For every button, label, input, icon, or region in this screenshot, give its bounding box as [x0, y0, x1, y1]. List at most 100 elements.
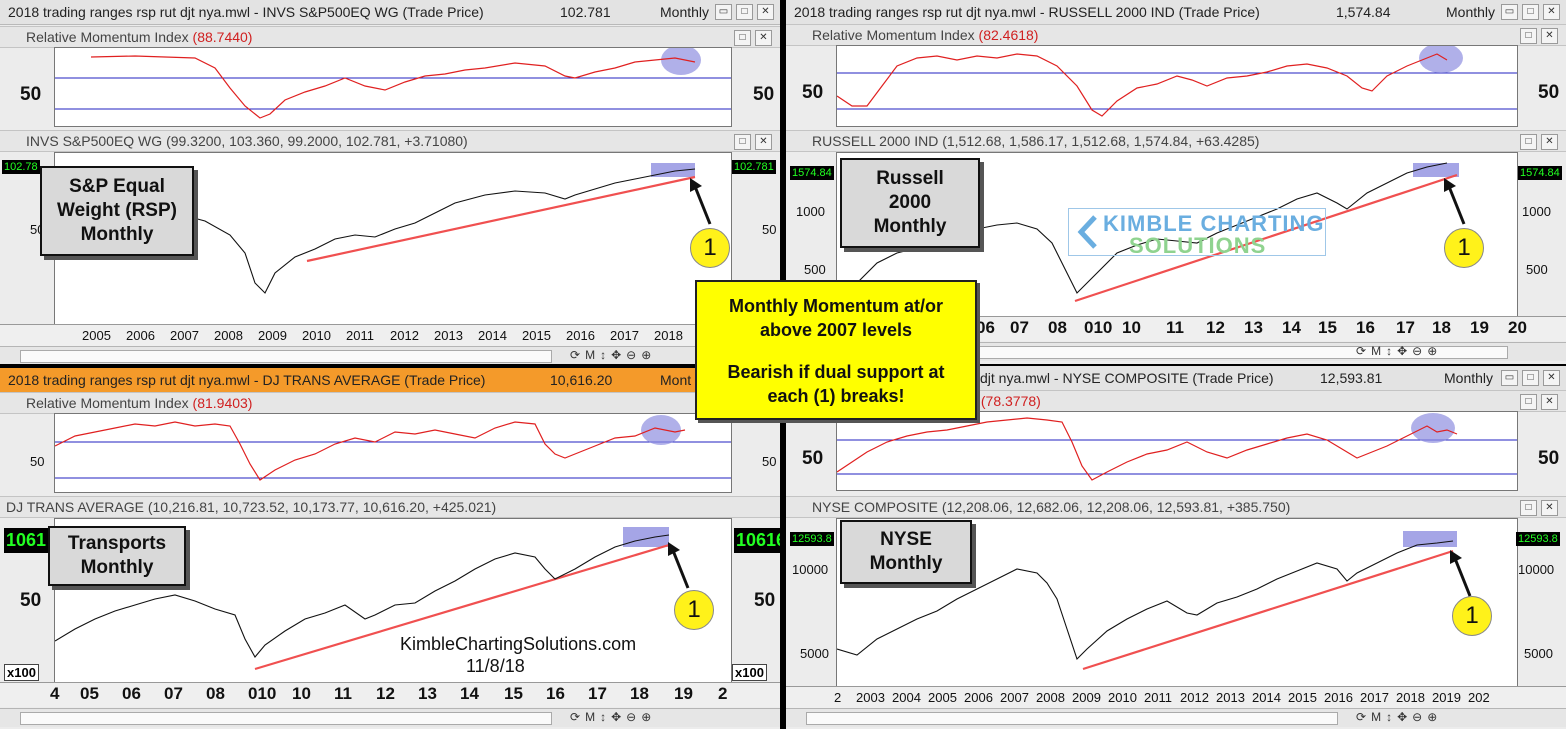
zoom-out-icon[interactable]: ⊖	[626, 710, 637, 724]
vertical-resize-icon[interactable]: ↕	[1386, 344, 1393, 358]
rmi-plot[interactable]	[836, 43, 1518, 127]
year-label: 2018	[1396, 690, 1425, 705]
minimize-icon[interactable]: ▭	[1501, 4, 1518, 20]
restore-icon[interactable]: □	[1522, 370, 1539, 386]
year-label: 2007	[1000, 690, 1029, 705]
refresh-icon[interactable]: ⟳	[570, 710, 581, 724]
year-label: 10	[292, 684, 311, 703]
vertical-resize-icon[interactable]: ↕	[1386, 710, 1393, 724]
close-icon[interactable]: ✕	[757, 4, 774, 20]
restore-icon[interactable]: □	[1520, 500, 1537, 516]
momentum-annotation: Monthly Momentum at/or above 2007 levels…	[695, 280, 977, 420]
close-icon[interactable]: ✕	[755, 30, 772, 46]
window-frequency: Monthly	[1446, 4, 1496, 20]
scroll-thumb[interactable]	[806, 712, 1338, 725]
move-icon[interactable]: ✥	[1397, 710, 1408, 724]
price-highlight-box	[623, 527, 669, 547]
close-icon[interactable]: ✕	[1541, 394, 1558, 410]
horizontal-scrollbar[interactable]: ⟳ M ↕ ✥ ⊖ ⊕	[0, 346, 780, 364]
m-button[interactable]: M	[1371, 344, 1382, 358]
zoom-in-icon[interactable]: ⊕	[1427, 710, 1438, 724]
minimize-icon[interactable]: ▭	[1501, 370, 1518, 386]
price-values: (99.3200, 103.360, 99.2000, 102.781, +3.…	[166, 133, 468, 149]
close-icon[interactable]: ✕	[755, 134, 772, 150]
vertical-resize-icon[interactable]: ↕	[600, 348, 607, 362]
y-5000-left: 5000	[800, 646, 829, 661]
horizontal-scrollbar[interactable]: ⟳ M ↕ ✥ ⊖ ⊕	[786, 708, 1566, 727]
refresh-icon[interactable]: ⟳	[1356, 344, 1367, 358]
rmi-value: (82.4618)	[978, 27, 1039, 43]
close-icon[interactable]: ✕	[1543, 370, 1560, 386]
year-label: 2003	[856, 690, 885, 705]
rmi-plot[interactable]	[54, 413, 732, 493]
rmi-highlight	[661, 45, 701, 75]
rmi-line	[90, 55, 696, 119]
year-label: 010	[1084, 318, 1113, 337]
year-label: 2005	[928, 690, 957, 705]
rmi-highlight	[1419, 43, 1463, 73]
m-button[interactable]: M	[585, 348, 596, 362]
move-icon[interactable]: ✥	[1397, 344, 1408, 358]
logo-arrow-icon	[1077, 215, 1097, 249]
vertical-resize-icon[interactable]: ↕	[600, 710, 607, 724]
scroll-thumb[interactable]	[20, 350, 552, 363]
chart-callout: Russell 2000 Monthly	[840, 158, 980, 248]
close-icon[interactable]: ✕	[1541, 28, 1558, 44]
close-icon[interactable]: ✕	[1541, 500, 1558, 516]
price-highlight-box	[1413, 163, 1459, 177]
restore-icon[interactable]: □	[736, 4, 753, 20]
year-label: 2007	[170, 328, 199, 343]
year-label: 06	[976, 318, 995, 337]
panel-sp-equal-weight: 2018 trading ranges rsp rut djt nya.mwl …	[0, 0, 780, 364]
restore-icon[interactable]: □	[1522, 4, 1539, 20]
zoom-in-icon[interactable]: ⊕	[641, 710, 652, 724]
restore-icon[interactable]: □	[1520, 394, 1537, 410]
price-tag-right: 10616	[734, 528, 780, 553]
window-titlebar[interactable]: 2018 trading ranges rsp rut djt nya.mwl …	[0, 368, 780, 393]
watermark-date: 11/8/18	[466, 656, 525, 676]
restore-icon[interactable]: □	[734, 30, 751, 46]
close-icon[interactable]: ✕	[1541, 134, 1558, 150]
zoom-out-icon[interactable]: ⊖	[1412, 344, 1423, 358]
year-label: 2016	[566, 328, 595, 343]
refresh-icon[interactable]: ⟳	[570, 348, 581, 362]
window-titlebar[interactable]: 2018 trading ranges rsp rut djt nya.mwl …	[0, 0, 780, 25]
price-series-line	[54, 534, 670, 658]
y-10000-right: 10000	[1518, 562, 1555, 577]
horizontal-scrollbar[interactable]: ⟳ M ↕ ✥ ⊖ ⊕	[786, 342, 1566, 361]
zoom-in-icon[interactable]: ⊕	[1427, 344, 1438, 358]
move-icon[interactable]: ✥	[611, 348, 622, 362]
rmi-chart-svg	[836, 43, 1517, 117]
zoom-out-icon[interactable]: ⊖	[1412, 710, 1423, 724]
marker-1: 1	[674, 590, 714, 630]
m-button[interactable]: M	[585, 710, 596, 724]
rmi-plot[interactable]	[54, 45, 732, 127]
price-highlight-box	[1403, 531, 1457, 547]
restore-icon[interactable]: □	[1520, 134, 1537, 150]
rmi-50-right: 50	[1538, 448, 1560, 469]
restore-icon[interactable]: □	[734, 134, 751, 150]
horizontal-scrollbar[interactable]: ⟳ M ↕ ✥ ⊖ ⊕	[0, 708, 780, 727]
price-label: INVS S&P500EQ WG	[26, 133, 163, 149]
zoom-in-icon[interactable]: ⊕	[641, 348, 652, 362]
zoom-out-icon[interactable]: ⊖	[626, 348, 637, 362]
scale-label-right: x100	[732, 664, 767, 681]
marker-arrow	[690, 178, 712, 225]
y-1000-left: 1000	[796, 204, 825, 219]
rmi-plot[interactable]	[836, 411, 1518, 491]
year-label: 08	[206, 684, 225, 703]
year-label: 18	[630, 684, 649, 703]
refresh-icon[interactable]: ⟳	[1356, 710, 1367, 724]
scroll-thumb[interactable]	[20, 712, 552, 725]
annotation-line-1: Monthly Momentum at/or	[729, 296, 943, 316]
move-icon[interactable]: ✥	[611, 710, 622, 724]
minimize-icon[interactable]: ▭	[715, 4, 732, 20]
close-icon[interactable]: ✕	[1543, 4, 1560, 20]
window-price: 102.781	[560, 4, 611, 20]
window-titlebar[interactable]: 2018 trading ranges rsp rut djt nya.mwl …	[786, 0, 1566, 25]
rmi-header: Relative Momentum Index (82.4618) □ ✕	[786, 24, 1566, 46]
m-button[interactable]: M	[1371, 710, 1382, 724]
support-line	[1074, 173, 1458, 303]
callout-line: Monthly	[869, 553, 943, 574]
restore-icon[interactable]: □	[1520, 28, 1537, 44]
